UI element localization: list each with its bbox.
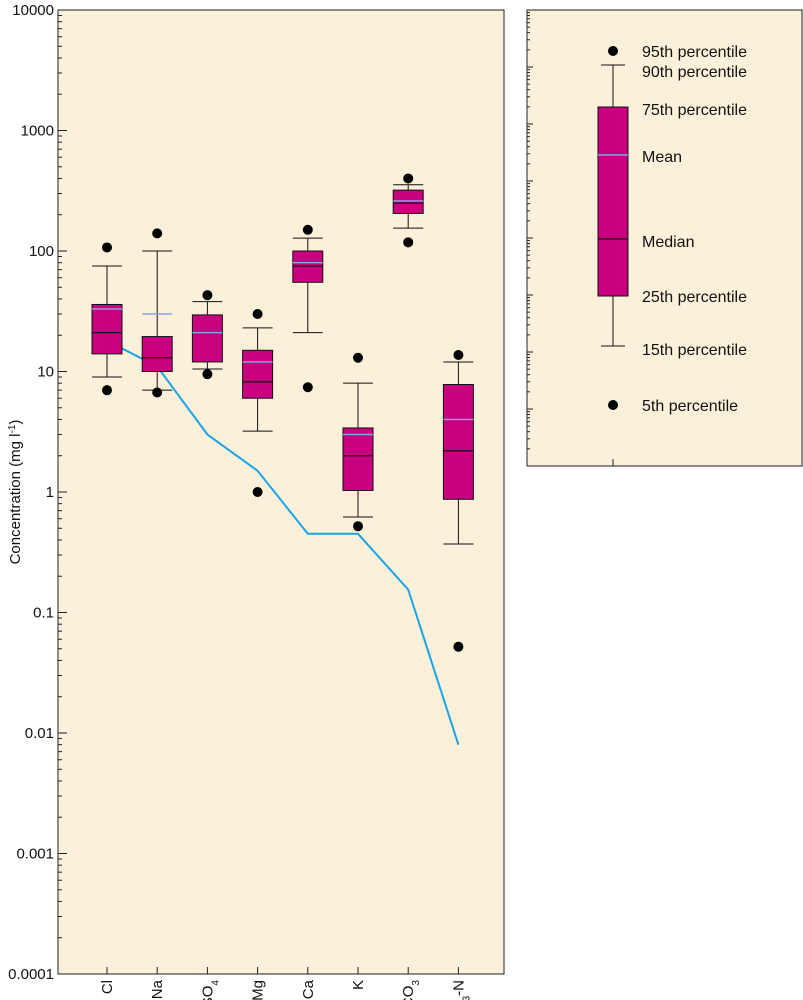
boxplot-group: [442, 350, 474, 652]
boxplot-p5-point: [252, 487, 263, 497]
boxplot-group: [191, 290, 223, 380]
boxplot-p95-point: [403, 173, 414, 184]
legend-label-p95: 95th percentile: [642, 44, 747, 61]
boxplot-p5-point: [152, 387, 163, 398]
legend-boxplot: [597, 46, 629, 410]
y-tick-label: 1: [46, 484, 54, 501]
x-category-label: Cl: [99, 980, 116, 994]
boxplot-box: [141, 336, 173, 373]
y-axis-ticks: [58, 9, 67, 975]
boxplot-p95-point: [453, 350, 464, 361]
boxplot-group: [141, 228, 173, 398]
x-category-label: K: [350, 980, 367, 990]
boxplot-p95-point: [102, 242, 112, 253]
reference-line-layer: [106, 339, 460, 746]
y-tick-label: 10000: [12, 2, 54, 19]
boxplot-p5-point: [453, 641, 464, 652]
boxplot-p5-point: [302, 382, 313, 393]
x-category-label: HCO3: [400, 980, 422, 1000]
legend-label-median: Median: [642, 234, 694, 251]
boxplot-box: [91, 303, 123, 355]
legend-axis-ticks: [527, 12, 614, 467]
x-category-label: SO4: [199, 980, 221, 1000]
x-category-label: Mg: [250, 980, 267, 1000]
y-tick-label: 0.001: [16, 846, 54, 863]
boxplot-box: [442, 384, 474, 500]
boxplot-p95-point: [252, 309, 263, 320]
boxplot-p5-point: [353, 521, 363, 532]
y-tick-label: 100: [29, 243, 54, 260]
plot-background: [57, 9, 505, 975]
boxplot-box: [392, 189, 424, 214]
x-category-label: Ca: [300, 979, 317, 999]
boxplot-box: [342, 427, 374, 491]
legend-boxplot-group: [597, 46, 629, 410]
y-tick-label: 0.01: [25, 725, 54, 742]
y-tick-label: 0.1: [33, 605, 54, 622]
boxplot-group: [342, 352, 374, 532]
legend-labels: 95th percentile 90th percentile 75th per…: [642, 44, 747, 415]
boxplot-p95-point: [302, 224, 313, 235]
y-tick-label: 1000: [21, 123, 54, 140]
boxplot-p5-point: [102, 385, 112, 396]
x-category-label: NO3-N: [450, 980, 472, 1000]
legend-label-p25: 25th percentile: [642, 289, 747, 306]
legend-label-p75: 75th percentile: [642, 102, 747, 119]
boxplot-p95-point: [202, 290, 213, 301]
y-tick-label: 10: [37, 364, 54, 381]
boxplot-group: [392, 173, 424, 248]
boxplot-box: [191, 314, 223, 363]
y-axis-title: Concentration (mg l-1): [7, 420, 25, 565]
boxplot-group: [292, 224, 324, 393]
legend-boxplot-p5-point: [608, 400, 618, 410]
boxplot-group: [91, 242, 123, 396]
boxplot-p95-point: [353, 352, 363, 363]
legend-label-mean: Mean: [642, 149, 682, 166]
x-category-label: Na: [149, 979, 166, 999]
boxplot-group: [242, 309, 274, 497]
boxplot-p5-point: [202, 369, 213, 380]
x-axis-category-labels: Cl Na SO4 Mg Ca K HCO3 NO3-N: [99, 979, 472, 1000]
y-axis-tick-labels: 10000 1000 100 10 1 0.1 0.01 0.001 0.0001: [8, 2, 54, 983]
y-tick-label: 0.0001: [8, 966, 54, 983]
boxplots-layer: [91, 173, 474, 652]
legend-label-p5: 5th percentile: [642, 398, 738, 415]
legend-label-p15: 15th percentile: [642, 342, 747, 359]
boxplot-box: [242, 349, 274, 399]
boxplot-p5-point: [403, 237, 414, 248]
reference-line: [106, 339, 460, 746]
x-axis-ticks: [106, 967, 459, 974]
legend-boxplot-p95-point: [608, 46, 618, 56]
legend-boxplot-box: [597, 106, 629, 297]
boxplot-p95-point: [152, 228, 163, 239]
legend-background: [526, 9, 803, 467]
legend-label-p90: 90th percentile: [642, 64, 747, 81]
